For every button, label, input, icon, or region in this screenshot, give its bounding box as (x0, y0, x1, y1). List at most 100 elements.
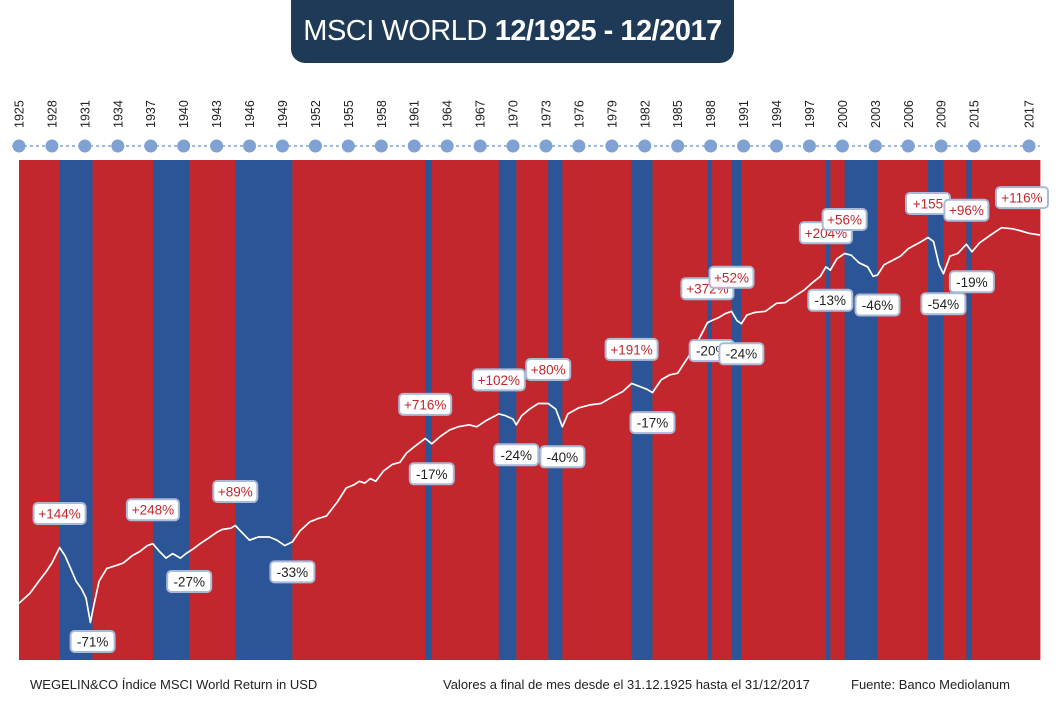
change-label-text-3: -27% (173, 575, 205, 590)
change-label-text-8: +102% (478, 373, 520, 388)
year-tick-1958: 1958 (375, 100, 389, 128)
change-label-text-21: -46% (862, 298, 894, 313)
year-tick-1997: 1997 (803, 100, 817, 128)
change-label-box-8 (471, 368, 526, 392)
year-tick-1982: 1982 (638, 100, 652, 128)
change-label-12: +191% (604, 337, 659, 361)
timeline-axis: 1925 1928 1931 1934 1937 1940 1943 1946 1949 1952… (12, 100, 1040, 153)
timeline-dot-2009 (934, 139, 948, 153)
timeline-dot-1994 (770, 139, 784, 153)
timeline-dot-1931 (78, 139, 92, 153)
band-bull-12 (562, 160, 632, 660)
change-label-text-9: -24% (501, 448, 533, 463)
band-bull-20 (830, 160, 845, 660)
change-label-2: +248% (125, 498, 180, 522)
change-label-5: -33% (269, 560, 316, 584)
timeline-dot-1955 (341, 139, 355, 153)
change-label-text-1: -71% (77, 635, 109, 650)
band-bull-10 (516, 160, 549, 660)
change-label-text-12: +191% (610, 342, 652, 357)
change-label-26: +116% (995, 186, 1049, 210)
chart-title: MSCI WORLD 12/1925 - 12/2017 (291, 0, 734, 63)
year-tick-1955: 1955 (342, 100, 356, 128)
change-label-text-23: -54% (928, 297, 960, 312)
timeline-dot-1961 (407, 139, 421, 153)
change-label-box-16 (708, 265, 755, 289)
timeline-dot-2017 (1022, 139, 1036, 153)
change-label-box-23 (920, 292, 967, 316)
change-label-text-13: -17% (637, 416, 669, 431)
year-tick-2006: 2006 (902, 100, 916, 128)
change-label-box-26 (995, 186, 1049, 210)
band-bear-15 (707, 160, 713, 660)
change-label-text-2: +248% (132, 503, 174, 518)
timeline-dot-1991 (737, 139, 751, 153)
year-tick-1937: 1937 (144, 100, 158, 128)
change-label-21: -46% (854, 293, 901, 317)
change-label-box-6 (398, 392, 453, 416)
year-tick-1925: 1925 (13, 100, 27, 128)
band-bull-26 (971, 160, 1041, 660)
year-tick-2003: 2003 (869, 100, 883, 128)
year-tick-1991: 1991 (737, 100, 751, 128)
change-label-text-20: +56% (827, 213, 862, 228)
year-tick-1970: 1970 (507, 100, 521, 128)
year-tick-1949: 1949 (276, 100, 290, 128)
band-bull-22 (877, 160, 929, 660)
year-tick-1988: 1988 (704, 100, 718, 128)
change-label-9: -24% (493, 443, 540, 467)
change-label-box-24 (943, 198, 990, 222)
band-bear-13 (631, 160, 653, 660)
change-label-text-24: +96% (949, 203, 984, 218)
year-tick-1961: 1961 (408, 100, 422, 128)
index-line-layer (18, 226, 1041, 624)
timeline-dot-1943 (210, 139, 224, 153)
change-label-box-9 (493, 443, 540, 467)
change-label-text-25: -19% (956, 275, 988, 290)
change-label-text-16: +52% (714, 270, 749, 285)
footer-source: Fuente: Banco Mediolanum (851, 677, 1010, 692)
timeline-dot-1940 (177, 139, 191, 153)
change-label-3: -27% (166, 570, 213, 593)
timeline-dot-1979 (605, 139, 619, 153)
band-bull-2 (92, 160, 154, 660)
year-tick-1994: 1994 (770, 100, 784, 128)
band-bear-5 (235, 160, 293, 660)
change-label-box-12 (604, 337, 659, 361)
change-label-20: +56% (821, 208, 868, 231)
change-label-box-2 (125, 498, 180, 522)
change-label-text-17: -24% (726, 347, 758, 362)
change-label-1: -71% (69, 630, 116, 653)
change-label-7: -17% (408, 462, 455, 486)
band-bear-19 (825, 160, 831, 660)
year-tick-2009: 2009 (935, 100, 949, 128)
timeline-dot-2000 (835, 139, 849, 153)
change-label-6: +716% (398, 392, 453, 416)
timeline-dot-1952 (308, 139, 322, 153)
timeline-dot-2006 (901, 139, 915, 153)
change-label-box-20 (821, 208, 868, 231)
change-label-box-7 (408, 462, 455, 486)
change-label-8: +102% (471, 368, 526, 392)
year-tick-1985: 1985 (671, 100, 685, 128)
band-bull-14 (652, 160, 708, 660)
change-label-box-21 (854, 293, 901, 317)
change-label-box-4 (212, 480, 259, 503)
year-tick-1976: 1976 (572, 100, 586, 128)
band-bear-25 (966, 160, 973, 660)
timeline-dot-1967 (473, 139, 487, 153)
timeline-dot-1946 (243, 139, 257, 153)
band-bear-23 (928, 160, 944, 660)
change-label-text-19: -13% (815, 293, 847, 308)
year-tick-1973: 1973 (539, 100, 553, 128)
change-label-text-7: -17% (416, 467, 448, 482)
change-label-23: -54% (920, 292, 967, 316)
change-label-box-11 (539, 445, 586, 469)
band-bull-16 (711, 160, 732, 660)
year-tick-1952: 1952 (309, 100, 323, 128)
change-label-text-0: +144% (38, 507, 80, 522)
change-label-4: +89% (212, 480, 259, 503)
timeline-dot-1970 (506, 139, 520, 153)
change-label-19: -13% (807, 288, 854, 312)
